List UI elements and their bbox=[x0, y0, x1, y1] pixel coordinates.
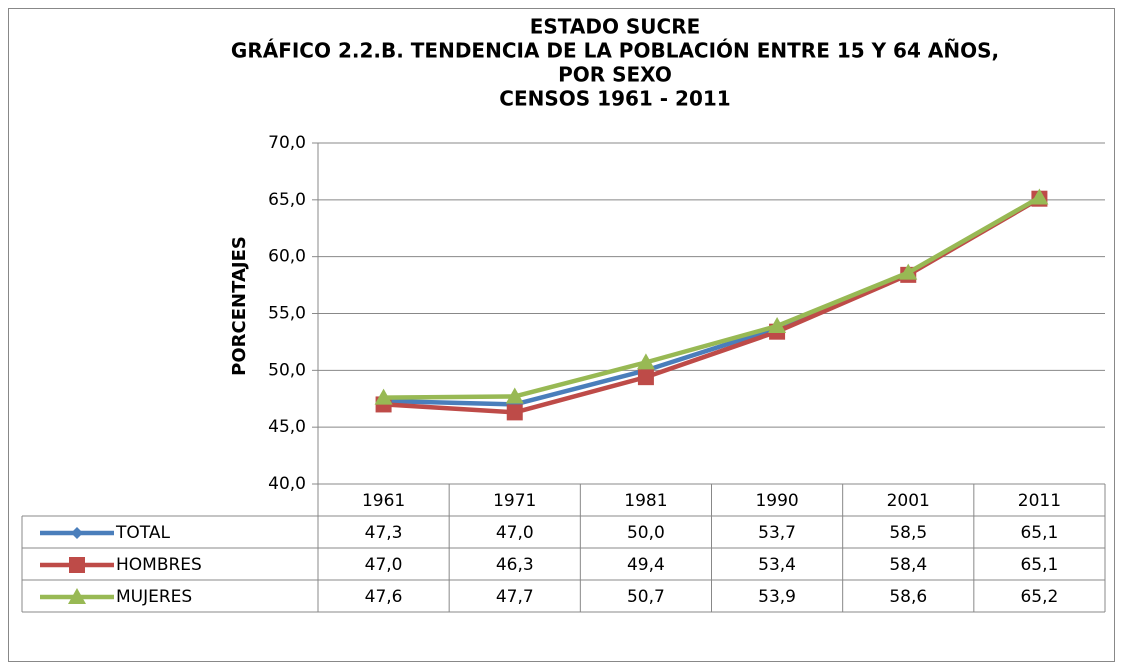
legend-label: TOTAL bbox=[115, 523, 170, 543]
table-value: 47,0 bbox=[496, 523, 534, 543]
y-axis-label: PORCENTAJES bbox=[229, 236, 250, 376]
marker bbox=[637, 369, 654, 386]
marker bbox=[71, 527, 83, 539]
table-value: 49,4 bbox=[627, 555, 665, 575]
x-tick-label: 1971 bbox=[493, 491, 536, 511]
y-tick-label: 70,0 bbox=[268, 133, 306, 153]
table-value: 65,1 bbox=[1020, 523, 1058, 543]
y-tick-label: 60,0 bbox=[268, 247, 306, 267]
table-value: 47,3 bbox=[365, 523, 403, 543]
table-value: 58,4 bbox=[889, 555, 927, 575]
chart-border bbox=[8, 8, 1115, 662]
table-value: 46,3 bbox=[496, 555, 534, 575]
table-value: 47,7 bbox=[496, 587, 534, 607]
marker bbox=[68, 588, 86, 604]
table-value: 47,0 bbox=[365, 555, 403, 575]
marker bbox=[374, 388, 393, 405]
x-tick-label: 1981 bbox=[624, 491, 667, 511]
table-value: 65,2 bbox=[1020, 587, 1058, 607]
chart-title: ESTADO SUCRE bbox=[530, 15, 701, 39]
legend-label: MUJERES bbox=[116, 587, 192, 607]
y-tick-label: 40,0 bbox=[268, 474, 306, 494]
table-value: 53,4 bbox=[758, 555, 796, 575]
table-value: 53,9 bbox=[758, 587, 796, 607]
marker bbox=[506, 404, 523, 421]
legend-label: HOMBRES bbox=[116, 555, 202, 575]
y-tick-label: 65,0 bbox=[268, 190, 306, 210]
y-tick-label: 55,0 bbox=[268, 304, 306, 324]
y-tick-label: 50,0 bbox=[268, 360, 306, 380]
x-tick-label: 2001 bbox=[887, 491, 930, 511]
table-value: 58,6 bbox=[889, 587, 927, 607]
x-tick-label: 2011 bbox=[1018, 491, 1061, 511]
chart-title: CENSOS 1961 - 2011 bbox=[499, 87, 730, 111]
marker bbox=[69, 557, 85, 573]
table-value: 65,1 bbox=[1020, 555, 1058, 575]
marker bbox=[899, 263, 918, 280]
x-tick-label: 1961 bbox=[362, 491, 405, 511]
table-value: 58,5 bbox=[889, 523, 927, 543]
table-value: 47,6 bbox=[365, 587, 403, 607]
x-tick-label: 1990 bbox=[755, 491, 798, 511]
series bbox=[374, 188, 1049, 405]
marker bbox=[1030, 188, 1049, 205]
chart-title: POR SEXO bbox=[558, 63, 672, 87]
table-value: 50,0 bbox=[627, 523, 665, 543]
marker bbox=[505, 387, 524, 404]
y-tick-label: 45,0 bbox=[268, 417, 306, 437]
marker bbox=[768, 317, 787, 334]
marker bbox=[636, 353, 655, 370]
table-value: 50,7 bbox=[627, 587, 665, 607]
table-value: 53,7 bbox=[758, 523, 796, 543]
series-line bbox=[383, 195, 1041, 400]
chart-title: GRÁFICO 2.2.B. TENDENCIA DE LA POBLACIÓN… bbox=[231, 39, 999, 63]
